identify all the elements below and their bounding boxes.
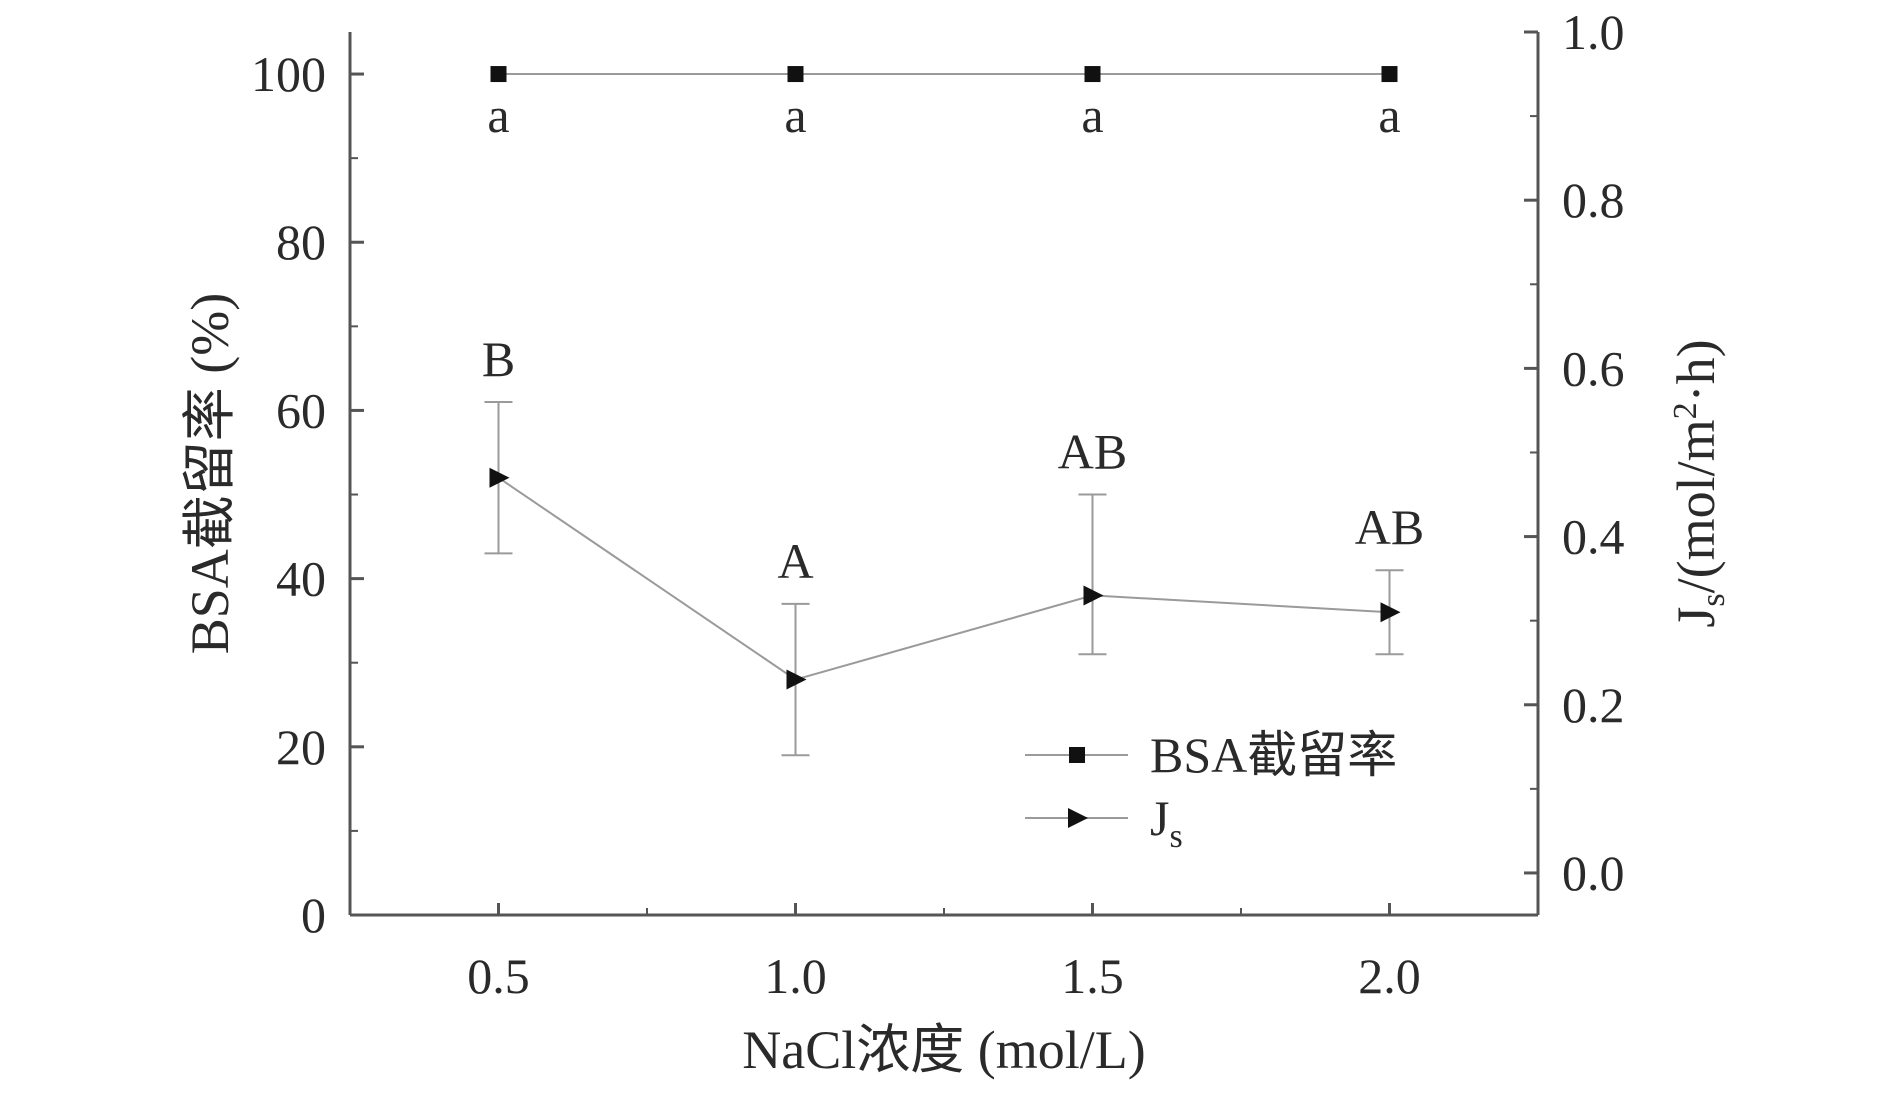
y-right-tick-label: 0.2 [1562,677,1625,733]
legend-js-label-main: J [1150,790,1169,846]
y-left-tick-label: 80 [276,214,326,270]
y-right-tick-label: 0.8 [1562,172,1625,228]
legend-js-label-sub: s [1169,818,1182,855]
legend-js-marker [1068,808,1088,828]
y-right-title-tail: ·h) [1666,339,1726,402]
series-js-sig-label: A [777,533,813,589]
series-js-point [489,467,510,488]
y-left-tick-label: 60 [276,382,326,438]
legend-bsa-label: BSA截留率 [1150,727,1397,783]
y-left-tick-label: 20 [276,719,326,775]
series-bsa-point [787,66,804,83]
series-js-sig-label: AB [1058,424,1127,480]
legend: BSA截留率 Js [1025,727,1397,855]
y-right-title-main: J [1666,607,1726,628]
x-tick-label: 0.5 [467,948,530,1004]
y-right-tick-label: 0.4 [1562,509,1625,565]
y-right-title-sup: 2 [1667,402,1704,419]
legend-bsa-marker [1069,747,1085,763]
series-bsa-point [1084,66,1101,83]
series-js-sig-label: AB [1355,499,1424,555]
y-right-tick-label: 0.6 [1562,340,1625,396]
y-left-tick-label: 0 [301,887,326,943]
series-bsa-sig-label: a [1081,87,1103,143]
series-js-sig-label: B [482,331,515,387]
y-right-tick-label: 0.0 [1562,845,1625,901]
x-tick-label: 2.0 [1358,948,1421,1004]
x-tick-label: 1.5 [1061,948,1124,1004]
series-bsa-sig-label: a [784,87,806,143]
series-bsa-point [490,66,507,83]
y-left-tick-label: 100 [251,46,326,102]
y-axis-right-title: Js/(mol/m2·h) [1666,339,1732,627]
series-js-line [497,476,1390,681]
legend-js-label: Js [1150,790,1183,855]
x-axis-title: NaCl浓度 (mol/L) [742,1020,1145,1080]
series-bsa-sig-label: a [487,87,509,143]
series-js-point [1083,585,1104,606]
series-js-point [786,669,807,690]
y-axis-left-title: BSA截留率 (%) [180,293,240,655]
y-right-title-sub: s [1695,593,1732,606]
plot-frame: 0.5 1.0 1.5 2.0 0 20 40 60 80 100 0.0 0.2 0.4 0.6 0.8 1… [251,4,1625,1004]
x-tick-label: 1.0 [764,948,827,1004]
series-bsa-point [1381,66,1398,83]
y-right-tick-label: 1.0 [1562,4,1625,60]
y-left-tick-label: 40 [276,551,326,607]
series-bsa-sig-label: a [1378,87,1400,143]
y-right-title-rest: /(mol/m [1666,419,1726,593]
series-layer: a a a a B A AB AB [482,66,1424,757]
series-js-point [1380,602,1401,623]
